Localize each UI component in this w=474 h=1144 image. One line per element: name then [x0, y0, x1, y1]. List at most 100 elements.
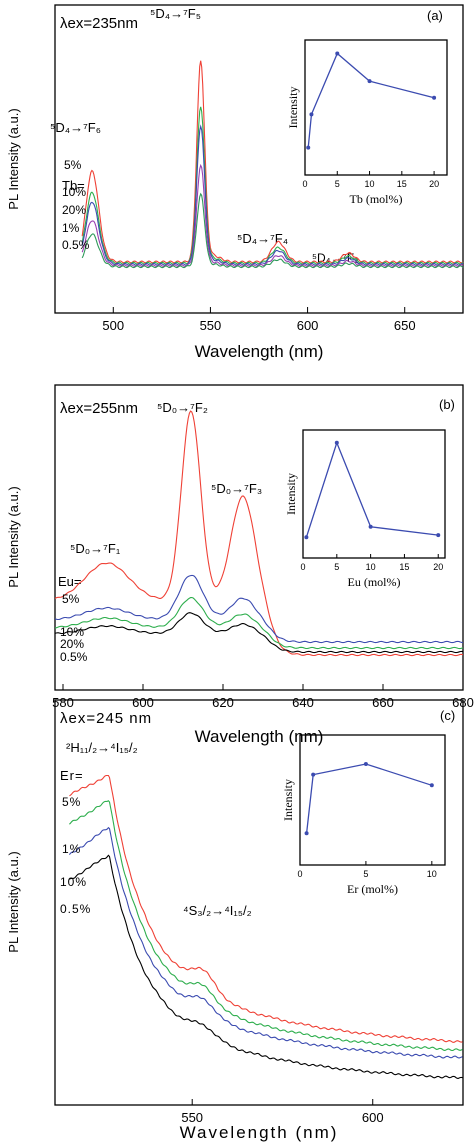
panel-a-series-line	[81, 163, 464, 267]
panel-b-inset-frame	[302, 429, 446, 559]
panel-b-curves	[54, 410, 464, 657]
panel-a-inset-xtick-label: 15	[397, 179, 407, 189]
panel-b-inset-xtick-label: 5	[334, 562, 339, 572]
panel-c-ticks: 550 600	[181, 1099, 384, 1125]
panel-a-inset-ylabel: Intensity	[286, 87, 300, 129]
panel-c-annotation-s: ⁴S₃/₂→⁴I₁₅/₂	[183, 903, 252, 918]
panel-b-inset-point	[304, 535, 309, 540]
panel-c-legend-item: 0.5%	[60, 902, 91, 916]
panel-a-annotation-f3: ⁵D₄→⁷F₃	[312, 251, 359, 265]
panel-c-inset-ylabel: Intensity	[281, 779, 295, 821]
panel-c-xtick-label: 550	[181, 1110, 203, 1125]
panel-b-legend-item: 20%	[60, 637, 84, 651]
panel-a-ticks: 500 550 600 650	[102, 307, 416, 333]
panel-a-legend-item: 0.5%	[62, 238, 90, 252]
panel-c-inset-xtick-label: 10	[427, 869, 437, 879]
panel-a-inset: 0 5 10 15 20 Tb (mol%) Intensity	[286, 39, 448, 206]
panel-c-series-line	[68, 800, 463, 1052]
panel-c-frame	[54, 699, 464, 1106]
panel-a-ylabel: PL Intensity (a.u.)	[6, 108, 21, 209]
panel-a-series-line	[81, 192, 464, 269]
panel-b-legend-title: Eu=	[58, 574, 82, 589]
panel-c-inset-xtick-label: 5	[363, 869, 368, 879]
panel-b-inset-xtick-label: 20	[433, 562, 443, 572]
panel-c-excitation: λex=245 nm	[60, 710, 152, 727]
panel-a-legend-item: 10%	[62, 185, 86, 199]
panel-a-inset-point	[309, 112, 314, 117]
panel-c-inset-point	[429, 783, 434, 788]
panel-b-inset-xtick-label: 15	[399, 562, 409, 572]
panel-c-series-line	[69, 854, 463, 1079]
panel-a-xtick-label: 500	[102, 318, 124, 333]
panel-b-inset-xtick-label: 10	[366, 562, 376, 572]
panel-a-frame	[54, 4, 464, 314]
panel-a-legend-title: Tb=	[62, 178, 85, 193]
panel-c-inset-frame	[299, 734, 446, 866]
panel-b-annotation-f1: ⁵D₀→⁷F₁	[70, 541, 121, 556]
panel-b: (b) λex=255nm Eu= ⁵D₀→⁷F₁ ⁵D₀→⁷F₂ ⁵D₀→⁷F…	[6, 384, 474, 746]
panel-c: (c) λex=245 nm Er= ²H₁₁/₂→⁴I₁₅/₂ ⁴S₃/₂→⁴…	[6, 699, 464, 1142]
panel-a-inset-line	[307, 52, 435, 148]
panel-c-label: (c)	[440, 708, 455, 723]
panel-c-xtick-label: 600	[362, 1110, 384, 1125]
panel-b-series-line	[54, 612, 464, 654]
panel-c-curves	[68, 774, 463, 1079]
panel-b-label: (b)	[439, 397, 455, 412]
panel-c-ylabel: PL Intensity (a.u.)	[6, 851, 21, 952]
panel-b-inset-point	[334, 440, 339, 445]
panel-a-xtick-label: 650	[394, 318, 416, 333]
panel-c-legend-item: 1%	[62, 842, 81, 856]
panel-a-xtick-label: 600	[297, 318, 319, 333]
panel-b-xlabel: Wavelength (nm)	[195, 727, 324, 746]
panel-b-inset-line	[305, 440, 439, 538]
panel-a-annotation-f6: ⁵D₄→⁷F₆	[50, 120, 101, 135]
panel-b-inset-point	[368, 524, 373, 529]
panel-c-annotation-h: ²H₁₁/₂→⁴I₁₅/₂	[66, 740, 138, 755]
panel-c-series-line	[68, 826, 463, 1059]
panel-a-legend-item: 5%	[64, 158, 82, 172]
panel-a-series-line	[81, 124, 464, 266]
panel-c-inset-xlabel: Er (mol%)	[347, 882, 398, 896]
panel-a-legend-item: 1%	[62, 221, 80, 235]
panel-b-xtick-label: 660	[372, 695, 394, 710]
panel-b-annotation-f2: ⁵D₀→⁷F₂	[157, 400, 208, 415]
panel-a-inset-point	[367, 79, 372, 84]
panel-a-legend-item: 20%	[62, 203, 86, 217]
panel-b-inset-point	[436, 533, 441, 538]
panel-b-legend-item: 10%	[60, 625, 84, 639]
panel-a: (a) λex=235nm Tb= ⁵D₄→⁷F₅ ⁵D₄→⁷F₆ ⁵D₄→⁷F…	[6, 4, 464, 361]
panel-a-inset-xtick-label: 0	[302, 179, 307, 189]
panel-b-series-line	[54, 410, 464, 657]
panel-a-label: (a)	[427, 8, 443, 23]
panel-c-legend: 5% 1% 10% 0.5%	[60, 795, 91, 916]
panel-c-xlabel: Wavelength (nm)	[180, 1123, 339, 1142]
panel-b-frame	[54, 384, 464, 691]
panel-b-ticks: 580 600 620 640 660 680	[52, 684, 474, 710]
panel-b-series-line	[54, 596, 464, 650]
panel-c-inset-point	[363, 761, 368, 766]
panel-c-series-line	[69, 774, 463, 1043]
panel-b-excitation: λex=255nm	[60, 400, 138, 417]
panel-b-inset-ylabel: Intensity	[284, 473, 298, 515]
panel-b-xtick-label: 620	[212, 695, 234, 710]
panel-b-ylabel: PL Intensity (a.u.)	[6, 486, 21, 587]
panel-b-inset-xlabel: Eu (mol%)	[348, 575, 401, 589]
panel-b-series-line	[54, 574, 464, 644]
panel-b-legend: 5% 10%20%0.5%	[60, 592, 88, 664]
panel-a-curves	[81, 60, 464, 269]
panel-c-inset-line	[305, 763, 433, 834]
panel-c-inset-point	[311, 772, 316, 777]
panel-a-excitation: λex=235nm	[60, 15, 138, 32]
panel-b-inset: 0 5 10 15 20 Eu (mol%) Intensity	[284, 429, 446, 589]
panel-c-inset-point	[304, 831, 309, 836]
panel-b-xtick-label: 580	[52, 695, 74, 710]
panel-c-legend-item: 5%	[62, 795, 81, 809]
panel-a-inset-point	[335, 51, 340, 56]
panel-c-inset-xtick-label: 0	[297, 869, 302, 879]
panel-a-inset-xtick-label: 5	[335, 179, 340, 189]
panel-a-annotation-f4: ⁵D₄→⁷F₄	[237, 231, 288, 246]
panel-a-inset-frame	[304, 39, 448, 176]
panel-a-annotation-f5: ⁵D₄→⁷F₅	[150, 6, 201, 21]
panel-b-xtick-label: 640	[292, 695, 314, 710]
